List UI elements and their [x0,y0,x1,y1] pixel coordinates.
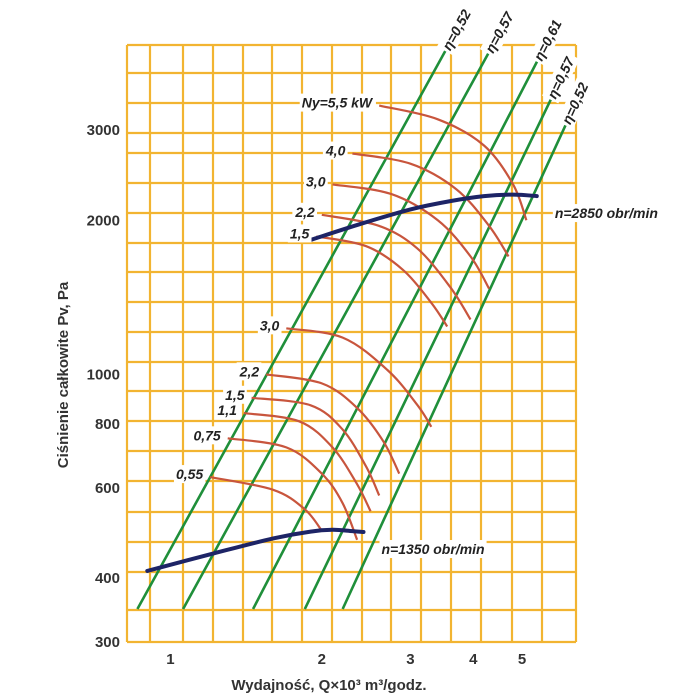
power-label: 3,0 [306,173,326,189]
power-label: 1,1 [217,402,237,418]
efficiency-lines [136,46,569,610]
label-background [257,316,282,335]
label-background [287,224,312,243]
label-background [436,4,477,56]
power-label: 4,0 [325,143,346,159]
power-curve [316,235,449,328]
label-background [215,401,240,420]
y-tick-label: 2000 [87,212,120,229]
label-background [379,540,487,559]
power-curve [209,476,323,532]
y-tick-label: 3000 [87,122,120,139]
y-axis-title: Ciśnienie całkowite Pv, Pa [55,281,72,468]
power-curve [265,373,401,475]
label-background [299,93,376,112]
power-curve [286,327,433,428]
power-label: 1,5 [290,225,310,241]
x-tick-label: 1 [166,651,174,668]
power-curve [352,152,510,257]
power-curve [251,396,381,496]
label-background [322,141,348,160]
y-tick-label: 300 [95,634,120,651]
efficiency-line [181,49,492,610]
power-curve [227,437,359,541]
power-label: 2,2 [294,204,315,220]
tick-labels: 1 2 3 4 5 300 400 600 800 1000 2000 3000 [87,122,527,668]
speed-label: n=1350 obr/min [381,541,484,557]
efficiency-line [341,120,569,610]
curve-labels: η=0,52 η=0,57 η=0,61η=0,57η=0,520,550,751,… [173,4,660,559]
label-background [236,362,262,381]
speed-label: n=2850 obr/min [555,205,658,221]
label-background [173,465,206,484]
power-label: 2,2 [239,363,260,379]
label-background [479,6,520,58]
speed-curve [308,192,539,242]
y-tick-label: 1000 [87,366,120,383]
x-tick-label: 4 [469,651,478,668]
power-label: 3,0 [260,317,280,333]
y-tick-label: 600 [95,480,120,497]
efficiency-line [251,57,541,610]
label-background [304,172,328,191]
x-tick-label: 3 [406,651,414,668]
power-label: 1,5 [225,387,245,403]
label-background [528,14,567,66]
label-background [223,385,247,404]
x-tick-label: 5 [518,651,526,668]
power-label: 0,55 [176,466,203,482]
speed-curve [145,527,366,573]
power-label: 0,75 [193,427,220,443]
label-background [292,202,318,221]
label-background [552,204,660,223]
power-label: Ny=5,5 kW [302,95,374,111]
label-background [542,51,580,104]
y-tick-label: 800 [95,416,120,433]
label-background [556,77,594,129]
y-tick-label: 400 [95,570,120,587]
x-axis-title: Wydajność, Q×10³ m³/godz. [231,677,426,694]
label-background [191,426,223,445]
x-tick-label: 2 [318,651,326,668]
speed-curves [145,192,539,573]
power-curve [243,412,372,512]
power-curve [332,183,491,290]
